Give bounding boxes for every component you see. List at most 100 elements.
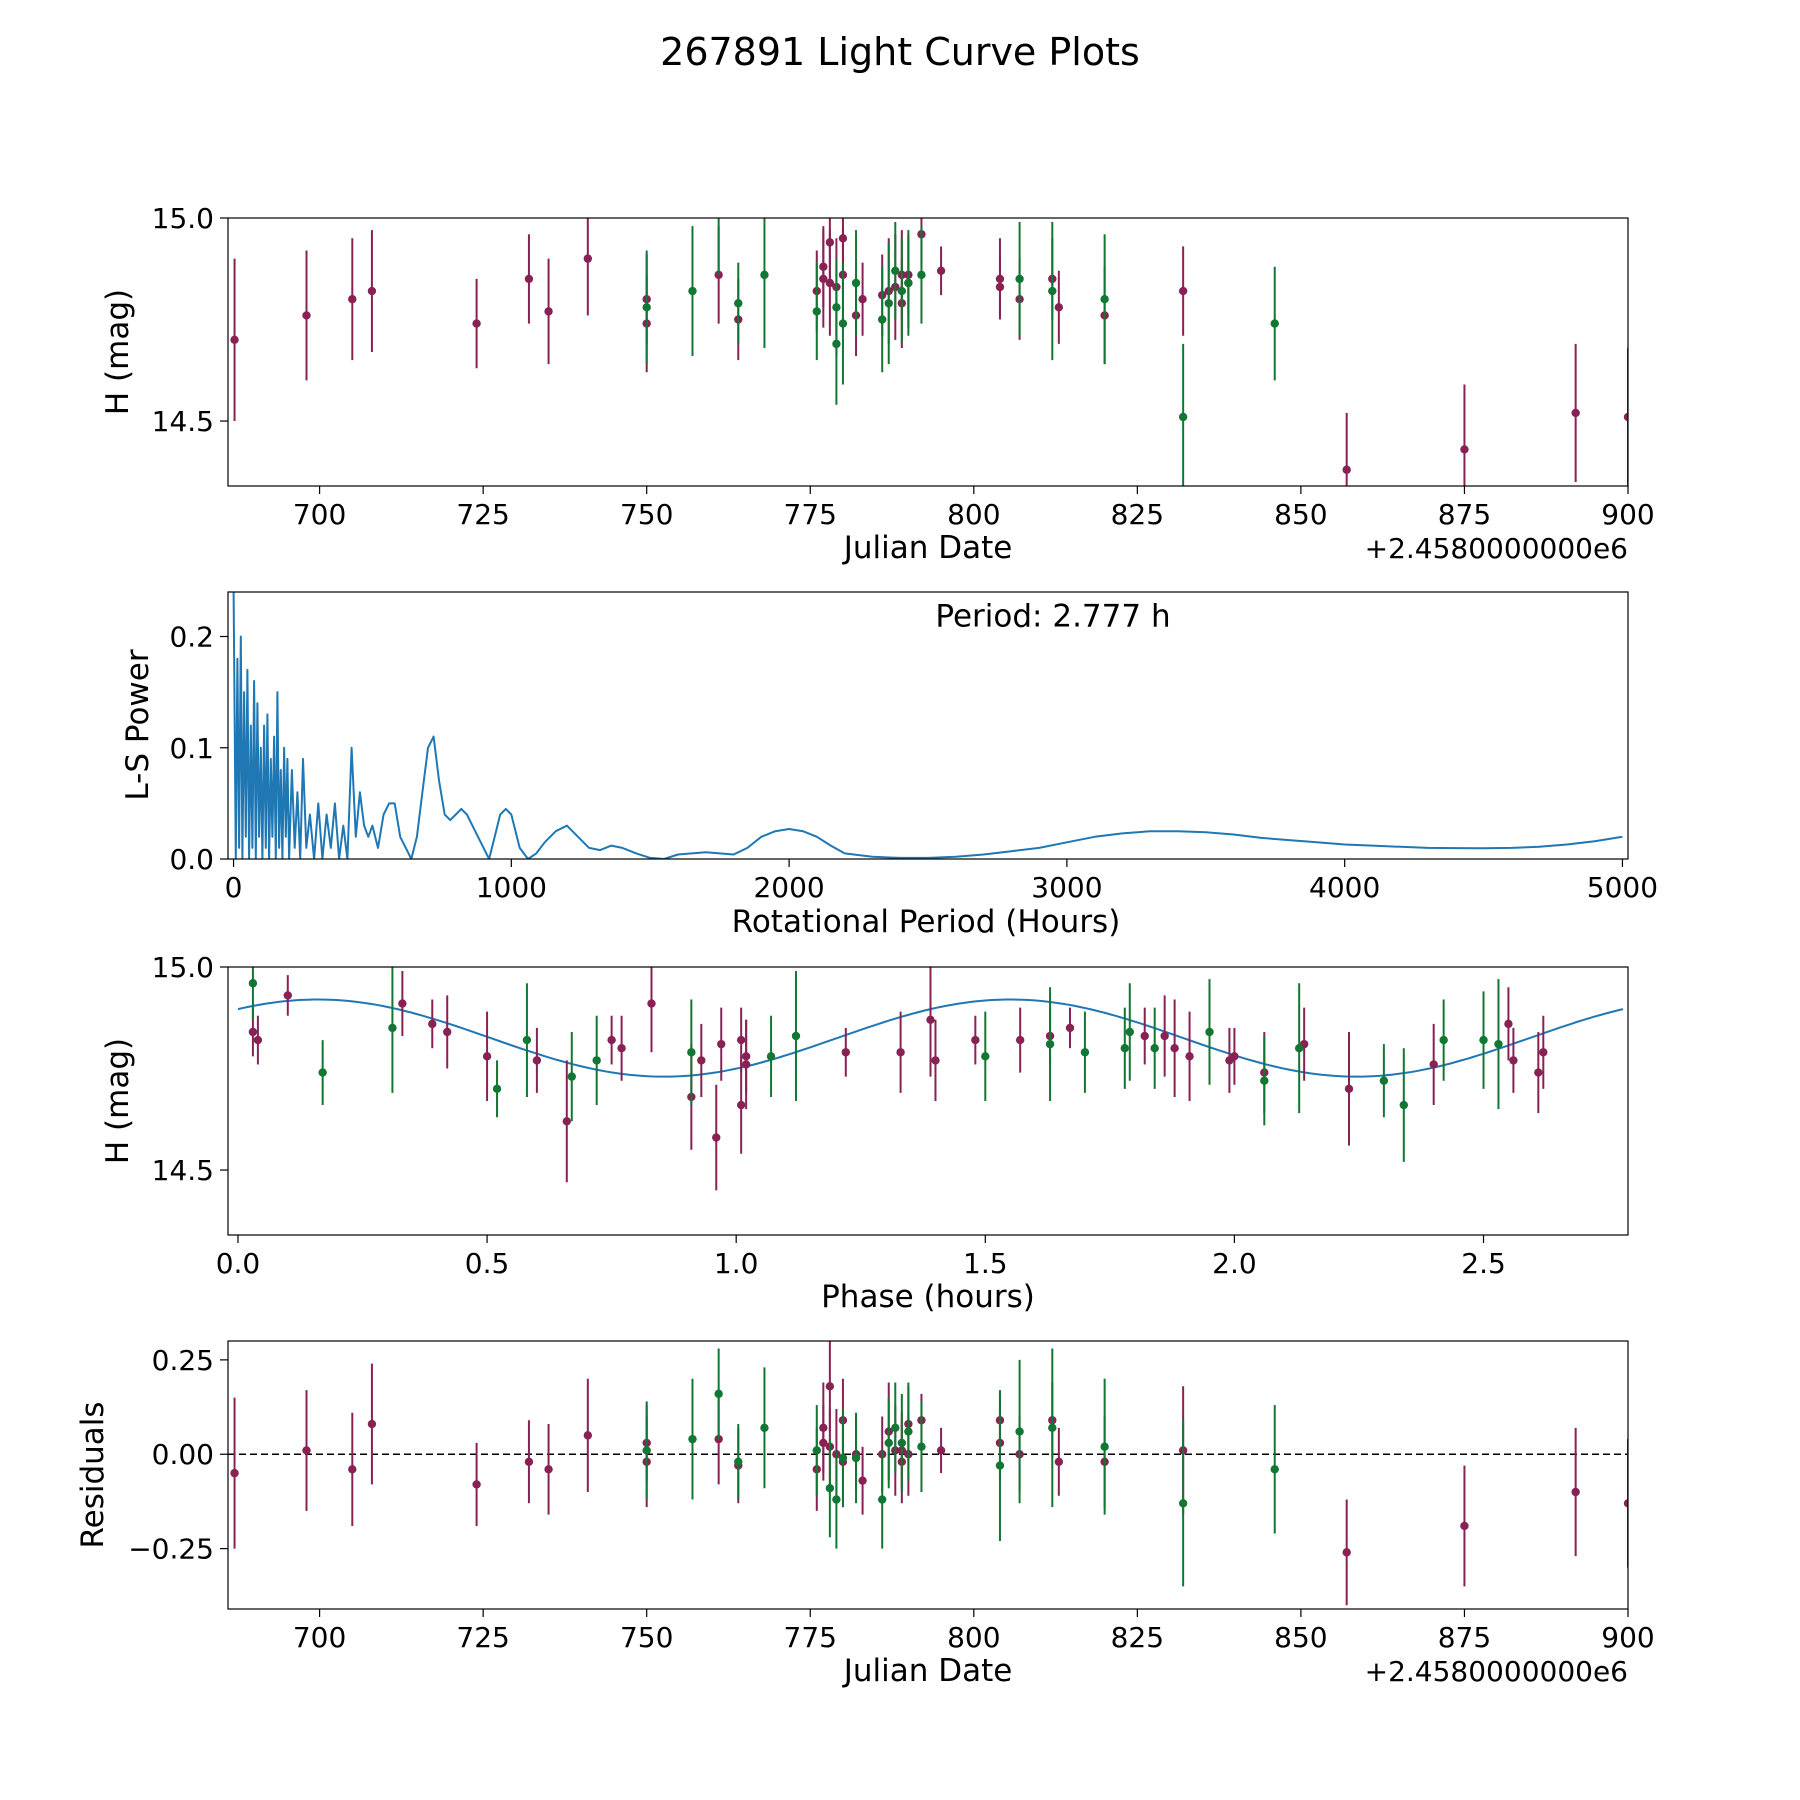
set1-point (1509, 1056, 1518, 1065)
set2-point (714, 206, 722, 214)
residuals-y-label: Residuals (75, 1401, 111, 1548)
set2-point (248, 979, 258, 988)
set1-point (712, 1133, 721, 1142)
set2-point (642, 1446, 651, 1455)
set2-point (714, 1389, 723, 1399)
set1-point (1065, 1023, 1075, 1033)
x-tick-label: 800 (947, 1621, 1000, 1654)
residuals-x-label: Julian Date (842, 1653, 1013, 1689)
phased-plot-area (237, 967, 1624, 1191)
set1-point (697, 1056, 706, 1065)
set2-point (687, 1048, 696, 1057)
set1-point (825, 238, 835, 247)
set2-point (917, 1442, 926, 1451)
periodogram-marks (232, 592, 1623, 859)
set2-point (891, 266, 900, 275)
set2-point (1178, 412, 1188, 422)
x-tick-label: 2.0 (1212, 1247, 1257, 1280)
set1-point (283, 991, 292, 1000)
set1-point (532, 1056, 542, 1065)
set1-point (1429, 1060, 1438, 1069)
set2-point (884, 1438, 893, 1448)
set2-point (1100, 295, 1109, 304)
x-tick-label: 900 (1601, 1621, 1654, 1654)
lightcurve-plot-area (230, 206, 1628, 486)
set2-point (1120, 1044, 1129, 1053)
y-tick-label: 0.0 (169, 843, 214, 876)
x-tick-label: 875 (1438, 1621, 1491, 1654)
set2-point (1125, 1027, 1134, 1037)
set2-point (878, 315, 887, 324)
set1-point (443, 1027, 452, 1037)
x-tick-label: 775 (784, 1621, 837, 1654)
phased-x-label: Phase (hours) (821, 1279, 1035, 1315)
x-tick-label: 1000 (476, 871, 547, 904)
set1-point (1170, 1044, 1179, 1053)
set1-point (819, 1423, 828, 1433)
residuals-axes-frame (227, 1340, 1629, 1610)
set1-point (544, 1465, 553, 1474)
set1-point (1623, 412, 1628, 422)
set1-point (1160, 1031, 1169, 1041)
set2-point (884, 299, 893, 308)
set1-point (896, 1048, 905, 1057)
set1-point (1571, 1487, 1580, 1497)
set2-point (1205, 1027, 1214, 1037)
lightcurve-y-label: H (mag) (100, 289, 136, 415)
x-tick-label: 900 (1601, 498, 1654, 531)
set1-point (482, 1052, 492, 1061)
set2-point (766, 1052, 776, 1061)
set1-point (825, 1382, 835, 1391)
set2-point (567, 1072, 576, 1081)
set1-point (736, 1035, 746, 1045)
set1-point (1230, 1052, 1239, 1061)
set1-point (931, 1056, 940, 1065)
set1-point (838, 234, 848, 243)
set2-point (904, 278, 913, 288)
residuals-x-offset: +2.4580000000e6 (1365, 1655, 1628, 1688)
set1-point (562, 1117, 571, 1126)
set1-point (1571, 408, 1580, 418)
phased-y-label: H (mag) (100, 1038, 136, 1164)
set2-point (592, 1056, 601, 1065)
set1-point (524, 274, 534, 284)
set2-point (878, 1495, 887, 1504)
set1-point (858, 1476, 867, 1485)
set2-point (1178, 1499, 1188, 1508)
lightcurve-x-offset: +2.4580000000e6 (1365, 532, 1628, 565)
set2-point (917, 270, 926, 280)
set1-point (367, 1419, 377, 1429)
set1-point (936, 1446, 946, 1455)
set1-point (367, 286, 377, 296)
set1-point (253, 1035, 263, 1045)
set1-point (472, 1480, 481, 1489)
x-tick-label: 850 (1274, 498, 1327, 531)
x-tick-label: 2000 (753, 871, 824, 904)
set1-point (302, 1446, 311, 1455)
set1-point (1460, 445, 1469, 454)
set2-point (1379, 1076, 1389, 1085)
set1-point (617, 1044, 626, 1053)
set2-point (891, 1423, 900, 1433)
set2-point (1479, 1035, 1488, 1045)
y-tick-label: −0.25 (128, 1533, 214, 1566)
set2-point (492, 1084, 502, 1094)
set1-point (717, 1039, 726, 1049)
residuals-marks (228, 1341, 1628, 1606)
x-tick-label: 750 (620, 1621, 673, 1654)
x-tick-label: 0.5 (465, 1247, 510, 1280)
periodogram-line (232, 592, 1623, 859)
x-tick-label: 850 (1274, 1621, 1327, 1654)
set1-point (858, 295, 867, 304)
residuals-panel: 700 725 750 775 800 825 850 875 900 −0.25 0.00 0.25… (75, 1340, 1655, 1689)
set1-point (544, 307, 553, 316)
y-tick-label: 15.0 (152, 202, 214, 235)
set2-point (851, 1453, 861, 1463)
y-tick-label: 14.5 (152, 405, 214, 438)
set2-point (981, 1052, 990, 1061)
set2-point (688, 1434, 697, 1444)
set2-point (1494, 1039, 1503, 1049)
phased-panel: 0.0 0.5 1.0 1.5 2.0 2.5 14.5 15.0 Phase (hours)… (100, 951, 1629, 1315)
set2-point (734, 299, 743, 308)
